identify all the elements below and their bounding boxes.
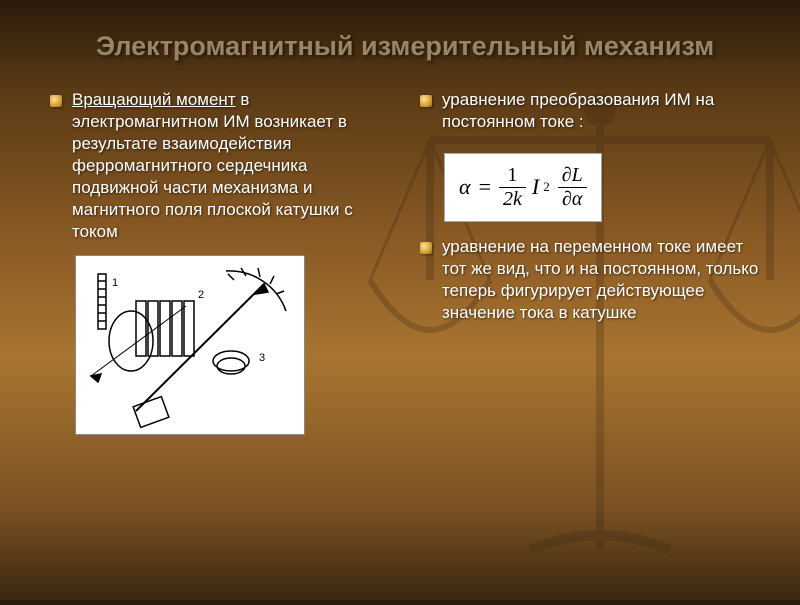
diagram-label-3: 3 [259, 352, 265, 364]
content-columns: Вращающий момент в электромагнитном ИМ в… [50, 89, 760, 436]
left-text: Вращающий момент в электромагнитном ИМ в… [72, 89, 390, 244]
eq-frac2: ∂L ∂α [558, 164, 587, 211]
eq-alpha: α [459, 174, 471, 200]
left-bullet-item: Вращающий момент в электромагнитном ИМ в… [50, 89, 390, 244]
left-column: Вращающий момент в электромагнитном ИМ в… [50, 89, 390, 436]
right-text-1: уравнение преобразования ИМ на постоянно… [442, 89, 760, 133]
diagram-label-1: 1 [112, 277, 118, 289]
slide-title: Электромагнитный измерительный механизм [50, 30, 760, 64]
rest-phrase: в электромагнитном ИМ возникает в резуль… [72, 90, 353, 242]
bullet-icon [420, 95, 432, 107]
diagram-label-2: 2 [198, 289, 204, 301]
eq-equals: = [475, 174, 495, 200]
mechanism-diagram: 1 2 3 [75, 255, 305, 435]
lead-phrase: Вращающий момент [72, 90, 236, 109]
right-bullet-2: уравнение на переменном токе имеет тот ж… [420, 236, 760, 324]
eq-frac1: 1 2k [499, 164, 526, 211]
right-bullet-1: уравнение преобразования ИМ на постоянно… [420, 89, 760, 133]
eq-sq: 2 [543, 179, 550, 195]
bullet-icon [50, 95, 62, 107]
right-text-2: уравнение на переменном токе имеет тот ж… [442, 236, 760, 324]
slide-container: Электромагнитный измерительный механизм … [0, 0, 800, 600]
equation-box: α = 1 2k I2 ∂L ∂α [444, 153, 602, 222]
right-column: уравнение преобразования ИМ на постоянно… [420, 89, 760, 436]
bullet-icon [420, 242, 432, 254]
eq-I: I [530, 174, 539, 200]
